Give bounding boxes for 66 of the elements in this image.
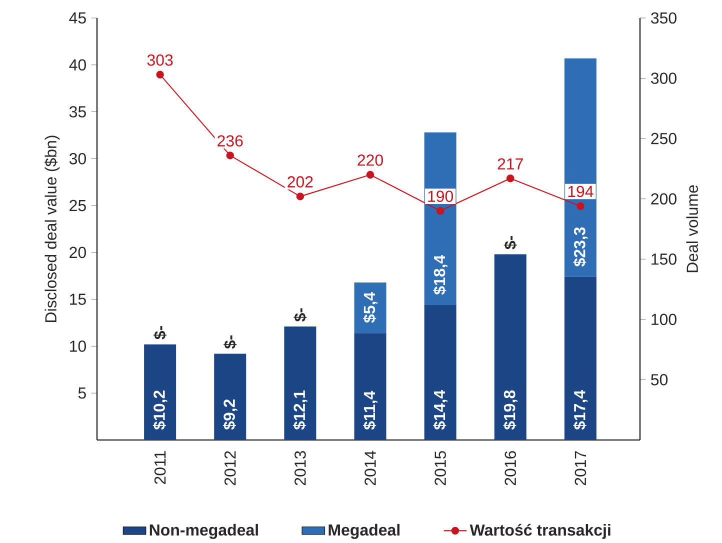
point (436, 207, 444, 215)
x-tick-label: 2011 (154, 451, 166, 484)
data-label: $12,1 (293, 390, 308, 430)
data-label: $14,4 (433, 390, 448, 430)
y2-tick-label: 350 (651, 12, 676, 24)
y-tick-label: 35 (69, 106, 86, 118)
bar (564, 276, 596, 440)
point (576, 202, 584, 210)
y-tick-label: 25 (70, 200, 86, 212)
y-tick-label: 10 (70, 340, 86, 352)
point (366, 170, 374, 179)
data-label: $10,2 (152, 390, 168, 430)
data-label: 194 (568, 186, 594, 198)
bar (494, 254, 526, 440)
x-tick-label: 2013 (294, 451, 306, 486)
y2-tick-label: 150 (652, 253, 676, 265)
x-tick-label: 2015 (434, 451, 446, 486)
bar (354, 333, 386, 440)
x-tick-label: 2012 (224, 451, 236, 486)
point (296, 192, 304, 200)
y2-tick-label: 250 (651, 132, 676, 144)
legend-label: Wartość transakcji (470, 524, 610, 539)
data-label: 202 (288, 176, 313, 188)
data-label: 303 (147, 54, 173, 66)
data-label: $- (224, 335, 237, 349)
y-tick-label: 40 (69, 59, 86, 71)
y-tick-label: 5 (78, 388, 86, 399)
data-label: $18,4 (433, 254, 448, 295)
y2-axis-title: Deal volume (686, 185, 698, 272)
bar (284, 326, 316, 440)
data-label: $- (154, 326, 167, 340)
point (506, 174, 514, 182)
y-axis-title: Disclosed deal value ($bn) (44, 136, 60, 322)
y-tick-label: 15 (70, 294, 86, 305)
y2-tick-label: 100 (652, 314, 676, 326)
bar (144, 344, 176, 440)
point (226, 152, 234, 160)
y-tick-label: 45 (69, 12, 86, 24)
data-label: $19,8 (503, 390, 518, 430)
bar (564, 58, 596, 277)
legend-label: Non-megadeal (150, 524, 258, 539)
data-label: $17,4 (573, 390, 588, 430)
data-label: 236 (218, 135, 243, 147)
data-label: 220 (358, 154, 383, 166)
x-tick-label: 2016 (504, 451, 516, 486)
point (156, 70, 164, 79)
bar (214, 354, 246, 440)
data-label: $- (294, 308, 307, 322)
bar (354, 282, 386, 334)
x-tick-label: 2014 (364, 450, 376, 486)
data-label: $23,3 (573, 227, 588, 267)
y2-tick-label: 50 (651, 374, 668, 386)
data-label: $5,4 (363, 292, 378, 323)
x-tick-label: 2017 (574, 451, 586, 486)
data-label: $11,4 (363, 390, 378, 430)
bar (424, 132, 456, 305)
y2-tick-label: 300 (651, 72, 676, 84)
y-tick-label: 20 (70, 246, 86, 258)
data-label: $- (504, 236, 517, 250)
bar (424, 304, 456, 440)
legend-label: Megadeal (328, 524, 400, 539)
data-label: 190 (428, 190, 454, 202)
y2-tick-label: 200 (651, 193, 676, 205)
data-label: 217 (498, 158, 523, 170)
y-tick-label: 30 (69, 153, 86, 164)
data-label: $9,2 (222, 399, 238, 430)
